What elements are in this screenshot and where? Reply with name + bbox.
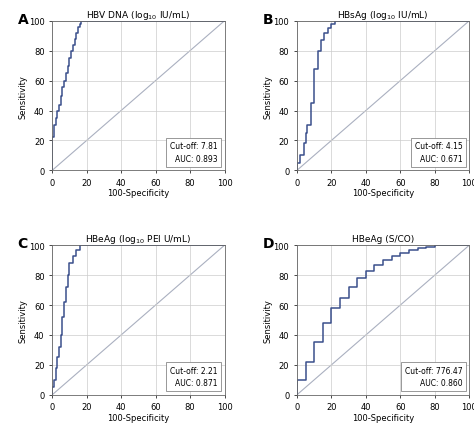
Y-axis label: Sensitivity: Sensitivity: [18, 75, 27, 118]
Text: Cut-off: 776.47
AUC: 0.860: Cut-off: 776.47 AUC: 0.860: [405, 366, 462, 388]
Text: A: A: [18, 13, 28, 27]
Text: C: C: [18, 237, 28, 251]
Y-axis label: Sensitivity: Sensitivity: [263, 75, 272, 118]
Text: Cut-off: 7.81
AUC: 0.893: Cut-off: 7.81 AUC: 0.893: [170, 142, 218, 164]
Y-axis label: Sensitivity: Sensitivity: [18, 299, 27, 342]
Text: Cut-off: 4.15
AUC: 0.671: Cut-off: 4.15 AUC: 0.671: [415, 142, 462, 164]
Title: HBeAg (log$_{10}$ PEI U/mL): HBeAg (log$_{10}$ PEI U/mL): [85, 233, 191, 246]
X-axis label: 100-Specificity: 100-Specificity: [107, 413, 169, 422]
X-axis label: 100-Specificity: 100-Specificity: [352, 189, 414, 198]
Text: B: B: [263, 13, 273, 27]
Title: HBeAg (S/CO): HBeAg (S/CO): [352, 234, 414, 243]
Title: HBV DNA (log$_{10}$ IU/mL): HBV DNA (log$_{10}$ IU/mL): [86, 9, 190, 22]
Text: D: D: [263, 237, 274, 251]
X-axis label: 100-Specificity: 100-Specificity: [352, 413, 414, 422]
Y-axis label: Sensitivity: Sensitivity: [263, 299, 272, 342]
Text: Cut-off: 2.21
AUC: 0.871: Cut-off: 2.21 AUC: 0.871: [170, 366, 218, 388]
Title: HBsAg (log$_{10}$ IU/mL): HBsAg (log$_{10}$ IU/mL): [337, 9, 429, 22]
X-axis label: 100-Specificity: 100-Specificity: [107, 189, 169, 198]
